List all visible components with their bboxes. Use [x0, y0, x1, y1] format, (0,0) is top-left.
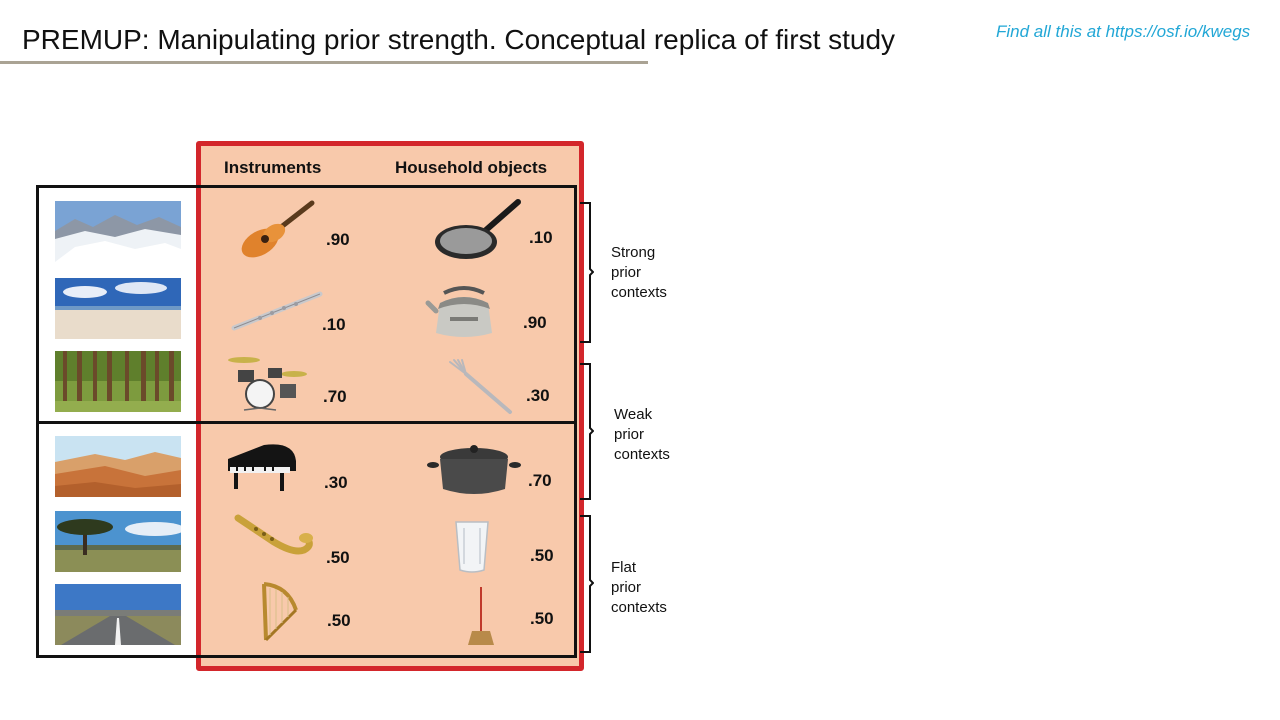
- frying-pan-icon: [434, 196, 524, 260]
- prob-label: .10: [322, 315, 346, 334]
- piano-icon: [224, 441, 300, 493]
- osf-link[interactable]: Find all this at https://osf.io/kwegs: [996, 22, 1251, 41]
- slide-title: PREMUP: Manipulating prior strength. Con…: [22, 24, 896, 55]
- column-header-household: Household objects: [395, 158, 548, 177]
- prob-label: .50: [326, 548, 350, 567]
- prob-label: .70: [528, 471, 552, 490]
- bracket-weak-prior: [578, 362, 594, 501]
- scene-photo-road: [55, 584, 181, 645]
- context-label-flat: Flat prior contexts: [611, 559, 667, 616]
- bracket-strong-prior: [578, 201, 594, 344]
- scene-photo-savanna: [55, 511, 181, 572]
- prob-label: .30: [526, 386, 550, 405]
- prob-label: .30: [324, 473, 348, 492]
- prob-label: .10: [529, 228, 553, 247]
- title-underline: [0, 61, 648, 64]
- saxophone-icon: [234, 512, 314, 564]
- group-frame-lower: [36, 421, 577, 658]
- flute-icon: [230, 290, 324, 332]
- guitar-icon: [238, 199, 318, 259]
- prob-label: .90: [523, 313, 547, 332]
- context-label-weak: Weak prior contexts: [614, 406, 670, 463]
- prob-label: .70: [323, 387, 347, 406]
- harp-icon: [258, 580, 302, 642]
- scene-photo-desert: [55, 436, 181, 497]
- scene-photo-snowy-mountains: [55, 201, 181, 262]
- glass-icon: [454, 520, 490, 574]
- prob-label: .50: [530, 546, 554, 565]
- fork-icon: [446, 359, 514, 416]
- column-header-instruments: Instruments: [224, 158, 322, 177]
- drum-kit-icon: [224, 354, 310, 411]
- context-label-strong: Strong prior contexts: [611, 244, 667, 301]
- pot-icon: [427, 441, 521, 497]
- broom-icon: [466, 585, 496, 647]
- scene-photo-beach: [55, 278, 181, 339]
- prob-label: .50: [327, 611, 351, 630]
- scene-photo-forest: [55, 351, 181, 412]
- prob-label: .90: [326, 230, 350, 249]
- prob-label: .50: [530, 609, 554, 628]
- kettle-icon: [425, 283, 498, 341]
- bracket-flat-prior: [578, 514, 594, 654]
